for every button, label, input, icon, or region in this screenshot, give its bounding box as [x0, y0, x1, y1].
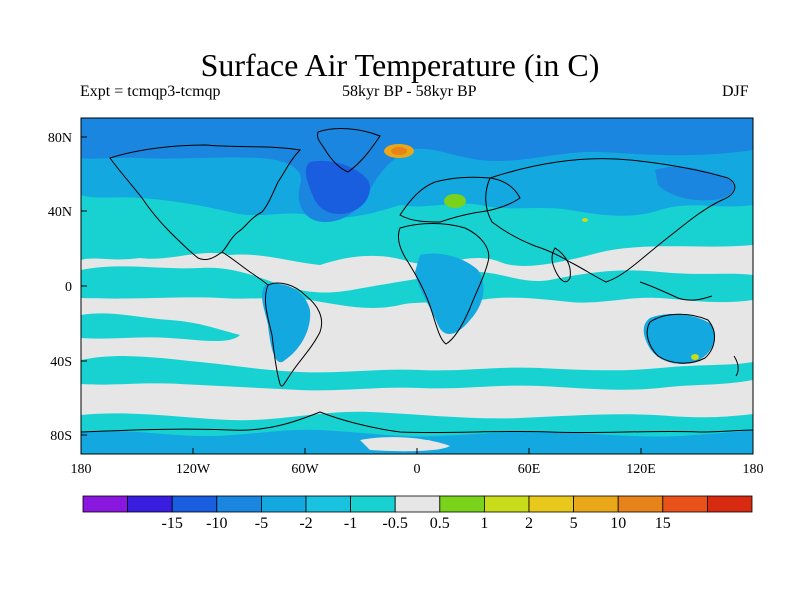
- colorbar-tick-label: -2: [299, 515, 312, 532]
- tropical-band-region: [81, 266, 753, 308]
- colorbar-swatch: [528, 495, 574, 513]
- lon-label-0: 0: [414, 462, 421, 477]
- colorbar-swatch: [127, 495, 173, 513]
- lat-label-equator: 0: [65, 280, 72, 295]
- europe-coast: [399, 176, 521, 223]
- india-coast: [551, 247, 571, 283]
- colorbar-swatch: [305, 495, 351, 513]
- east-asia-cooling-region: [655, 166, 734, 201]
- lon-label-60w: 60W: [291, 462, 319, 477]
- antarctica-coast: [81, 411, 753, 434]
- lat-label-40n: 40N: [48, 205, 72, 220]
- australia-cooling-region: [643, 314, 716, 365]
- colorbar-tick-label: -1: [344, 515, 357, 532]
- colorbar-swatch: [171, 495, 218, 513]
- africa-coast: [397, 223, 490, 345]
- colorbar-swatch: [573, 495, 619, 513]
- colorbar-tick-label: -15: [162, 515, 183, 532]
- colorbar-swatch: [617, 495, 664, 513]
- lat-label-40s: 40S: [50, 355, 72, 370]
- colorbar-swatch: [662, 495, 708, 513]
- lon-label-120w: 120W: [176, 462, 211, 477]
- figure-title: Surface Air Temperature (in C): [200, 47, 600, 83]
- colorbar: [82, 495, 753, 513]
- colorbar-swatch: [394, 495, 441, 513]
- arctic-cooling-region: [81, 118, 753, 222]
- lon-label-180w: 180: [71, 462, 92, 477]
- greenland-coast: [317, 128, 381, 173]
- colorbar-tick-label: -10: [206, 515, 227, 532]
- colorbar-swatch: [260, 495, 307, 513]
- colorbar-swatch: [483, 495, 530, 513]
- experiment-label: Expt = tcmqp3-tcmqp: [80, 83, 221, 100]
- colorbar-tick-label: 0.5: [430, 515, 450, 532]
- colorbar-tick-label: 2: [525, 515, 533, 532]
- central-america-coast: [221, 251, 269, 286]
- colorbar-swatch: [439, 495, 485, 513]
- colorbar-tick-label: -5: [255, 515, 268, 532]
- north-atlantic-core-region: [305, 160, 370, 215]
- australia-coast: [646, 313, 715, 364]
- season-label: DJF: [722, 83, 749, 100]
- tick-marks: [80, 136, 754, 454]
- new-zealand-coast: [733, 355, 739, 377]
- colorbar-swatch: [82, 495, 128, 513]
- colorbar-swatch: [216, 495, 262, 513]
- asia-coast: [485, 158, 736, 283]
- colorbar-swatch: [350, 495, 396, 513]
- southern-ocean-band-region: [81, 356, 753, 391]
- australia-warm-anomaly: [691, 354, 699, 360]
- antarctic-patch-region: [360, 437, 450, 452]
- southeast-asia-islands: [639, 281, 713, 301]
- south-america-cooling-region: [261, 283, 311, 363]
- temperature-field: [81, 118, 753, 454]
- colorbar-tick-label: 1: [480, 515, 488, 532]
- period-label: 58kyr BP - 58kyr BP: [342, 83, 477, 100]
- colorbar-swatch: [707, 495, 753, 513]
- north-america-coast: [109, 144, 302, 261]
- colorbar-tick-label: 15: [655, 515, 671, 532]
- coastlines: [81, 128, 753, 434]
- lat-label-80s: 80S: [50, 429, 72, 444]
- greenland-warm-core: [391, 147, 407, 155]
- lon-label-120e: 120E: [626, 462, 656, 477]
- africa-cooling-region: [415, 253, 484, 335]
- tibet-warm-anomaly: [582, 218, 588, 222]
- colorbar-tick-label: 5: [570, 515, 578, 532]
- lon-label-180e: 180: [743, 462, 764, 477]
- europe-warm-anomaly: [444, 194, 466, 208]
- colorbar-tick-label: -0.5: [383, 515, 408, 532]
- lon-label-60e: 60E: [518, 462, 541, 477]
- colorbar-tick-label: 10: [610, 515, 626, 532]
- south-pacific-band-region: [81, 313, 240, 342]
- south-america-coast: [265, 282, 323, 387]
- colorbar-labels: -15 -10 -5 -2 -1 -0.5 0.5 1 2 5 10 15: [162, 515, 671, 532]
- lat-label-80n: 80N: [48, 131, 72, 146]
